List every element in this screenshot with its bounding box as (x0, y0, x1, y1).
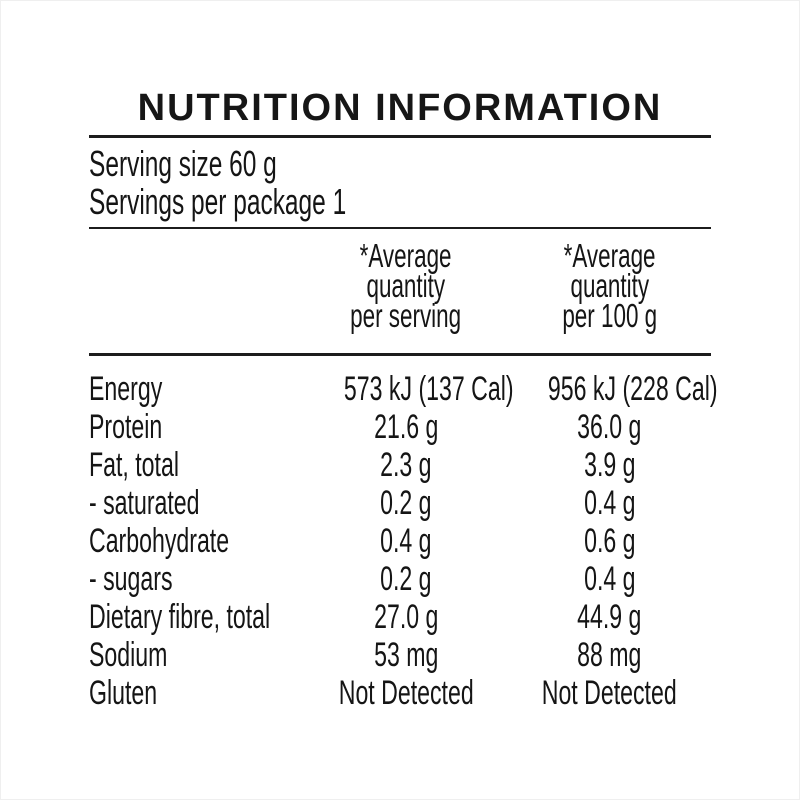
value-per-100g: Not Detected (542, 674, 677, 712)
divider-under-title (89, 135, 711, 138)
value-per-100g: 0.4 g (583, 560, 636, 598)
nutrient-name: Dietary fibre, total (89, 598, 271, 636)
value-per-serving: 0.2 g (380, 484, 432, 522)
nutrient-name: Gluten (89, 674, 158, 712)
nutrient-name: Fat, total (89, 446, 179, 484)
nutrient-name: Protein (89, 408, 163, 446)
value-per-100g: 956 kJ (228 Cal) (547, 370, 718, 408)
value-per-serving: 0.2 g (380, 560, 432, 598)
panel-title: NUTRITION INFORMATION (137, 87, 663, 129)
value-per-serving: 27.0 g (373, 598, 439, 636)
column-headers: *Average quantity per serving *Average q… (89, 237, 711, 334)
serving-info: Serving size 60 g Servings per package 1 (89, 145, 711, 221)
nutrient-name: - sugars (89, 560, 173, 598)
value-per-serving: 0.4 g (380, 522, 432, 560)
divider-under-headers (89, 353, 711, 356)
nutrient-name: - saturated (89, 484, 200, 522)
value-per-100g: 44.9 g (577, 598, 642, 636)
nutrient-name: Sodium (89, 636, 168, 674)
value-per-100g: 3.9 g (583, 446, 636, 484)
nutrient-name: Carbohydrate (89, 522, 230, 560)
nutrition-table: Energy 573 kJ (137 Cal) 956 kJ (228 Cal)… (89, 370, 718, 712)
value-per-serving: 21.6 g (373, 408, 439, 446)
value-per-100g: 88 mg (577, 636, 642, 674)
value-per-100g: 0.4 g (583, 484, 636, 522)
header-per-serving: *Average quantity per serving (350, 237, 462, 334)
header-per-100g: *Average quantity per 100 g (562, 237, 657, 334)
nutrition-panel: NUTRITION INFORMATION Serving size 60 g … (89, 87, 718, 712)
value-per-serving: 573 kJ (137 Cal) (343, 370, 514, 408)
value-per-serving: 2.3 g (380, 446, 432, 484)
value-per-serving: 53 mg (373, 636, 439, 674)
serving-size-line: Serving size 60 g (89, 143, 277, 184)
divider-under-serving-info (89, 227, 711, 229)
value-per-100g: 36.0 g (577, 408, 642, 446)
nutrient-name: Energy (89, 370, 163, 408)
value-per-100g: 0.6 g (583, 522, 636, 560)
servings-per-package-line: Servings per package 1 (89, 181, 347, 222)
value-per-serving: Not Detected (338, 674, 474, 712)
